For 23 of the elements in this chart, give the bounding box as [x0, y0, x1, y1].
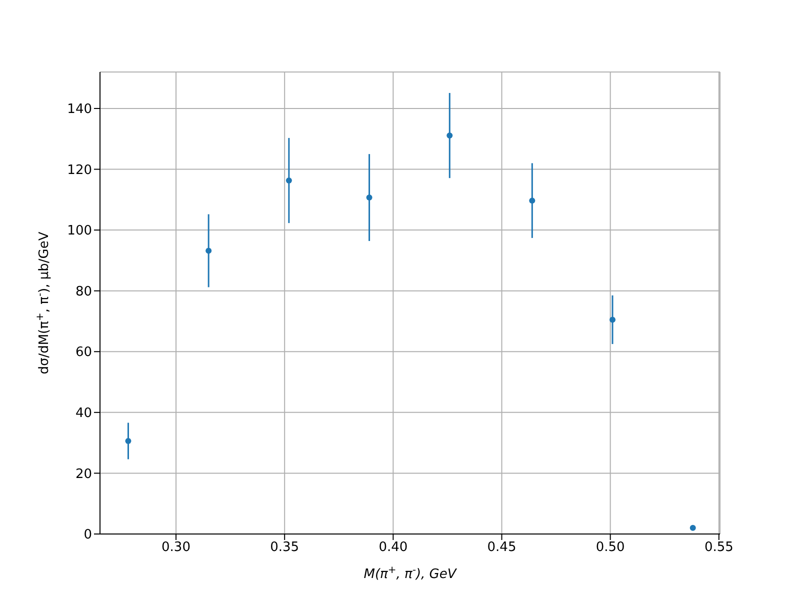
point — [206, 248, 212, 254]
x-tick-label: 0.30 — [162, 540, 190, 556]
y-tick-label: 0 — [84, 528, 92, 543]
point — [690, 524, 696, 531]
point — [366, 194, 372, 201]
point — [529, 198, 536, 204]
y-tick-label: 60 — [75, 345, 92, 360]
x-tick-label: 0.55 — [704, 540, 734, 556]
y-tick-label: 20 — [75, 466, 92, 482]
y-tick-label: 120 — [67, 162, 92, 178]
point — [125, 438, 132, 444]
x-tick-label: 0.40 — [378, 540, 408, 556]
x-tick-label: 0.50 — [596, 540, 625, 556]
y-tick-label: 40 — [75, 406, 92, 422]
y-tick-label: 80 — [75, 284, 92, 300]
y-tick-label: 140 — [67, 102, 92, 118]
x-tick-label: 0.35 — [270, 540, 300, 556]
x-tick-label: 0.45 — [487, 540, 516, 556]
point — [610, 316, 616, 323]
y-tick-label: 100 — [67, 224, 92, 239]
x-axis-title: M(π$^{+}$, π$^{-}$), GeV — [364, 564, 458, 582]
point — [286, 178, 292, 184]
point — [446, 132, 453, 139]
